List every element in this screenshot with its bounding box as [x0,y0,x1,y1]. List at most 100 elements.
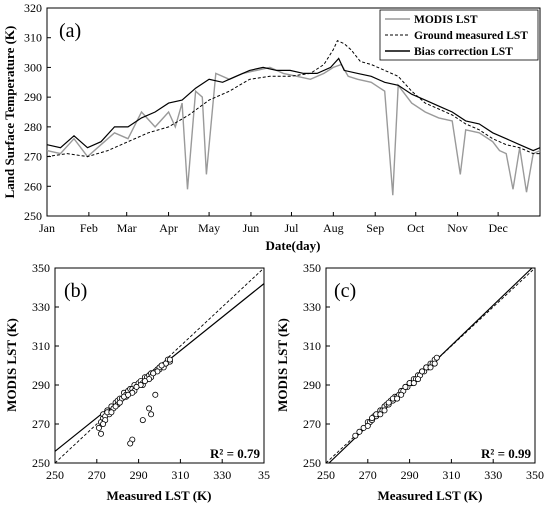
scatter-point [433,354,440,361]
scatter-point [133,383,140,390]
x-tick-label: Dec [488,221,507,235]
panel-b-points [95,356,173,447]
x-tick-label: 35 [258,468,270,482]
scatter-point [127,440,134,447]
y-tick-label: 350 [32,261,50,275]
y-tick-label: 320 [24,1,42,15]
legend-label-ground: Ground measured LST [414,30,528,42]
y-tick-label: 310 [32,339,50,353]
y-tick-label: 310 [303,339,321,353]
panel-a-y-ticks: 250 260 270 280 290 300 310 320 [24,1,51,223]
series-line-dashed [46,40,540,158]
panel-a-legend: MODIS LST Ground measured LST Bias corre… [379,9,539,61]
x-tick-label: Feb [80,221,98,235]
y-tick-label: 250 [24,209,42,223]
scatter-point [98,430,105,437]
scatter-point [410,380,417,387]
x-tick-label: Oct [407,221,425,235]
x-tick-label: 270 [359,468,377,482]
panel-a-y-axis-label: Land Surface Temperature (K) [2,26,17,199]
x-tick-label: 290 [401,468,419,482]
y-tick-label: 270 [303,417,321,431]
panel-b-x-axis-label: Measured LST (K) [107,488,212,503]
y-tick-label: 290 [303,378,321,392]
y-tick-label: 290 [24,90,42,104]
scatter-point [112,403,119,410]
scatter-point [414,376,421,383]
panel-a-label: (a) [59,20,81,42]
series-line-solid-gray [46,63,541,196]
y-tick-label: 250 [32,456,50,470]
panel-c-y-axis-label: MODIS LST (K) [275,318,290,412]
y-tick-label: 310 [24,31,42,45]
scatter-point [419,368,426,375]
scatter-point [95,424,102,431]
scatter-point [158,362,165,369]
scatter-point [381,407,388,414]
panel-b-r2: R² = 0.79 [210,446,260,461]
panel-c-ticks: 250 270 290 310 330 350 250 270 290 310 330 350 [303,261,544,482]
legend-label-modis: MODIS LST [414,14,478,26]
panel-a: 250 260 270 280 290 300 310 320 Jan Feb Mar Apr May… [2,1,541,253]
series-line-solid-black [46,57,541,152]
scatter-point [385,399,392,406]
x-tick-label: 290 [130,468,148,482]
y-tick-label: 290 [32,378,50,392]
scatter-point [116,399,123,406]
panel-b-ticks: 250 270 290 310 330 350 250 270 290 310 330 35 [32,261,270,482]
scatter-point [100,420,107,427]
y-tick-label: 330 [303,300,321,314]
scatter-point [394,395,401,402]
scatter-point [377,411,384,418]
panel-c-label: (c) [334,280,356,302]
panel-c-points [352,354,440,439]
y-tick-label: 300 [24,60,42,74]
x-tick-label: Sep [366,221,384,235]
scatter-point [402,383,409,390]
y-tick-label: 330 [32,300,50,314]
scatter-point [139,417,146,424]
scatter-point [431,360,438,367]
x-tick-label: 330 [484,468,502,482]
x-tick-label: 310 [171,468,189,482]
panel-c: 250 270 290 310 330 350 250 270 290 310 330 350 (c)… [275,261,544,503]
x-tick-label: 330 [213,468,231,482]
panel-b-label: (b) [64,280,87,302]
x-tick-label: Aug [323,221,344,235]
scatter-point [146,405,153,412]
panel-c-x-axis-label: Measured LST (K) [378,488,483,503]
x-tick-label: 250 [317,468,335,482]
scatter-point [427,364,434,371]
scatter-point [368,415,375,422]
scatter-point [148,411,155,418]
scatter-point [166,356,173,363]
y-tick-label: 250 [303,456,321,470]
x-tick-label: Nov [447,221,468,235]
y-tick-label: 280 [24,120,42,134]
panel-a-series [46,40,541,196]
x-tick-label: Apr [159,221,178,235]
x-tick-label: Mar [117,221,137,235]
scatter-point [141,378,148,385]
panel-a-x-ticks: Jan Feb Mar Apr May Jun Jul Aug Sep Oct Nov Dec [39,212,508,235]
scatter-point [356,428,363,435]
y-tick-label: 270 [24,150,42,164]
x-tick-label: Jun [243,221,260,235]
x-tick-label: 250 [46,468,64,482]
legend-label-bias: Bias correction LST [414,46,513,58]
scatter-point [125,391,132,398]
panel-b-y-axis-label: MODIS LST (K) [4,318,19,412]
panel-c-r2: R² = 0.99 [481,446,531,461]
scatter-point [150,370,157,377]
panel-a-x-axis-label: Date(day) [266,238,321,253]
y-tick-label: 260 [24,179,42,193]
scatter-point [108,409,115,416]
scatter-point [352,432,359,439]
scatter-point [398,391,405,398]
scatter-point [152,391,159,398]
x-tick-label: 310 [442,468,460,482]
x-tick-label: Jul [284,221,299,235]
x-tick-label: May [198,221,220,235]
